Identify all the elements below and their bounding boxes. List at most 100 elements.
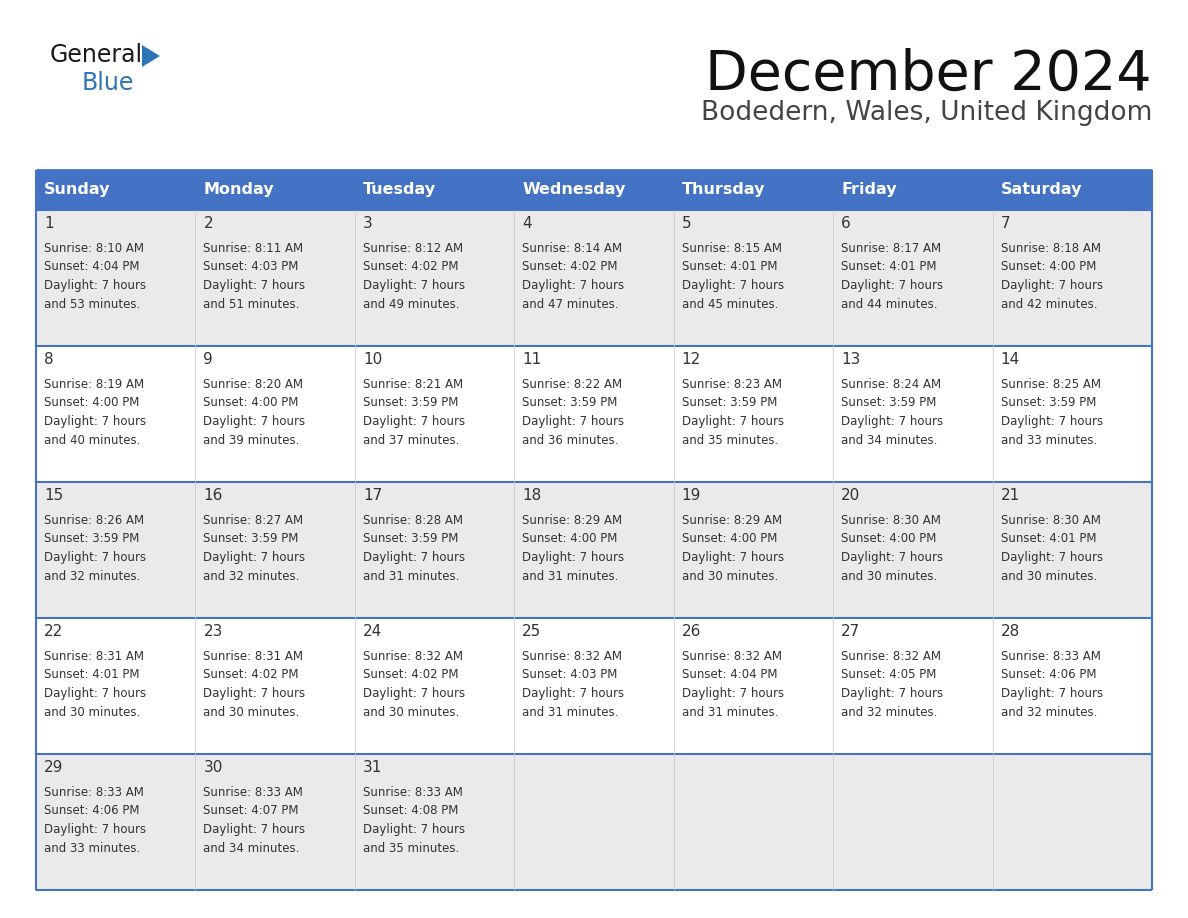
Bar [674,754,833,890]
Text: and 47 minutes.: and 47 minutes. [523,297,619,310]
Text: Sunset: 4:02 PM: Sunset: 4:02 PM [203,668,299,681]
Bar [355,754,514,890]
Text: Sunrise: 8:10 AM: Sunrise: 8:10 AM [44,242,144,255]
Text: 11: 11 [523,352,542,367]
Text: Sunrise: 8:32 AM: Sunrise: 8:32 AM [362,650,463,663]
Bar [674,346,833,482]
Text: Daylight: 7 hours: Daylight: 7 hours [682,279,784,292]
Bar [833,170,992,210]
Text: Sunrise: 8:14 AM: Sunrise: 8:14 AM [523,242,623,255]
Text: Daylight: 7 hours: Daylight: 7 hours [682,415,784,428]
Text: Sunset: 4:01 PM: Sunset: 4:01 PM [1000,532,1097,545]
Text: Sunset: 4:03 PM: Sunset: 4:03 PM [203,261,299,274]
Text: and 33 minutes.: and 33 minutes. [1000,433,1097,446]
Text: and 31 minutes.: and 31 minutes. [523,569,619,583]
Text: Sunrise: 8:29 AM: Sunrise: 8:29 AM [682,514,782,527]
Text: Daylight: 7 hours: Daylight: 7 hours [841,687,943,700]
Text: Sunset: 4:04 PM: Sunset: 4:04 PM [44,261,139,274]
Text: Sunrise: 8:20 AM: Sunrise: 8:20 AM [203,378,303,391]
Text: Sunset: 4:02 PM: Sunset: 4:02 PM [362,261,459,274]
Text: 30: 30 [203,760,223,775]
Text: Bodedern, Wales, United Kingdom: Bodedern, Wales, United Kingdom [701,100,1152,126]
Text: Daylight: 7 hours: Daylight: 7 hours [523,279,625,292]
Text: Sunset: 4:00 PM: Sunset: 4:00 PM [44,397,139,409]
Text: 2: 2 [203,216,213,231]
Text: Tuesday: Tuesday [362,182,436,196]
Bar [992,346,1152,482]
Text: 18: 18 [523,488,542,503]
Bar [833,210,992,346]
Text: Sunrise: 8:27 AM: Sunrise: 8:27 AM [203,514,304,527]
Text: Thursday: Thursday [682,182,765,196]
Text: Sunrise: 8:31 AM: Sunrise: 8:31 AM [44,650,144,663]
Text: Daylight: 7 hours: Daylight: 7 hours [1000,551,1102,564]
Text: Sunset: 4:01 PM: Sunset: 4:01 PM [682,261,777,274]
Text: 21: 21 [1000,488,1019,503]
Text: Sunset: 3:59 PM: Sunset: 3:59 PM [682,397,777,409]
Text: Monday: Monday [203,182,274,196]
Text: Daylight: 7 hours: Daylight: 7 hours [362,551,465,564]
Bar [196,754,355,890]
Bar [355,346,514,482]
Text: Sunset: 4:07 PM: Sunset: 4:07 PM [203,804,299,818]
Bar [36,210,196,346]
Text: Sunrise: 8:22 AM: Sunrise: 8:22 AM [523,378,623,391]
Text: and 30 minutes.: and 30 minutes. [841,569,937,583]
Bar [196,170,355,210]
Text: 27: 27 [841,624,860,639]
Text: Sunset: 3:59 PM: Sunset: 3:59 PM [362,397,459,409]
Bar [36,170,196,210]
Text: and 33 minutes.: and 33 minutes. [44,842,140,855]
Text: Daylight: 7 hours: Daylight: 7 hours [841,415,943,428]
Text: Sunrise: 8:23 AM: Sunrise: 8:23 AM [682,378,782,391]
Text: Sunset: 4:02 PM: Sunset: 4:02 PM [523,261,618,274]
Text: and 32 minutes.: and 32 minutes. [841,706,937,719]
Text: Daylight: 7 hours: Daylight: 7 hours [1000,279,1102,292]
Text: 5: 5 [682,216,691,231]
Bar [514,482,674,618]
Text: Daylight: 7 hours: Daylight: 7 hours [203,823,305,836]
Text: Sunrise: 8:17 AM: Sunrise: 8:17 AM [841,242,941,255]
Text: 23: 23 [203,624,223,639]
Text: Sunset: 4:03 PM: Sunset: 4:03 PM [523,668,618,681]
Bar [833,482,992,618]
Text: Sunrise: 8:19 AM: Sunrise: 8:19 AM [44,378,144,391]
Text: 19: 19 [682,488,701,503]
Text: Sunset: 4:00 PM: Sunset: 4:00 PM [1000,261,1097,274]
Text: Daylight: 7 hours: Daylight: 7 hours [841,551,943,564]
Text: and 30 minutes.: and 30 minutes. [203,706,299,719]
Text: and 49 minutes.: and 49 minutes. [362,297,460,310]
Text: Daylight: 7 hours: Daylight: 7 hours [523,415,625,428]
Text: Sunrise: 8:29 AM: Sunrise: 8:29 AM [523,514,623,527]
Text: and 34 minutes.: and 34 minutes. [841,433,937,446]
Text: 17: 17 [362,488,383,503]
Text: Daylight: 7 hours: Daylight: 7 hours [44,823,146,836]
Bar [36,482,196,618]
Text: Sunset: 3:59 PM: Sunset: 3:59 PM [362,532,459,545]
Text: Sunset: 4:00 PM: Sunset: 4:00 PM [682,532,777,545]
Text: Sunset: 3:59 PM: Sunset: 3:59 PM [1000,397,1097,409]
Text: Sunrise: 8:26 AM: Sunrise: 8:26 AM [44,514,144,527]
Text: and 30 minutes.: and 30 minutes. [682,569,778,583]
Text: 24: 24 [362,624,383,639]
Text: Sunrise: 8:33 AM: Sunrise: 8:33 AM [44,786,144,799]
Text: Sunday: Sunday [44,182,110,196]
Bar [674,170,833,210]
Text: 26: 26 [682,624,701,639]
Text: Sunrise: 8:24 AM: Sunrise: 8:24 AM [841,378,941,391]
Text: Sunrise: 8:32 AM: Sunrise: 8:32 AM [682,650,782,663]
Text: Sunset: 4:06 PM: Sunset: 4:06 PM [1000,668,1097,681]
Text: and 40 minutes.: and 40 minutes. [44,433,140,446]
Text: 12: 12 [682,352,701,367]
Text: Sunrise: 8:18 AM: Sunrise: 8:18 AM [1000,242,1100,255]
Text: and 31 minutes.: and 31 minutes. [682,706,778,719]
Text: Sunrise: 8:33 AM: Sunrise: 8:33 AM [362,786,463,799]
Text: 7: 7 [1000,216,1010,231]
Text: 4: 4 [523,216,532,231]
Text: Sunset: 4:01 PM: Sunset: 4:01 PM [841,261,936,274]
Text: Sunset: 4:00 PM: Sunset: 4:00 PM [203,397,299,409]
Bar [674,210,833,346]
Text: Daylight: 7 hours: Daylight: 7 hours [523,687,625,700]
Text: Daylight: 7 hours: Daylight: 7 hours [523,551,625,564]
Bar [514,170,674,210]
